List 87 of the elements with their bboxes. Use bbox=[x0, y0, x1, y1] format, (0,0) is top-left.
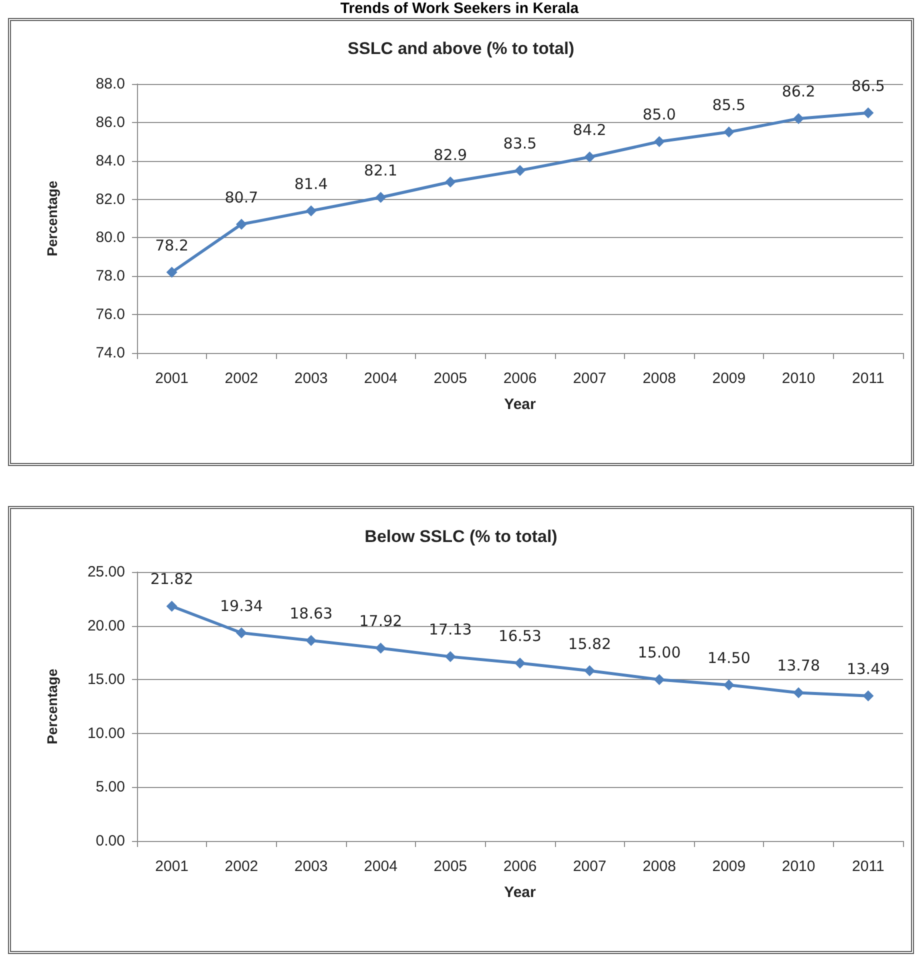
point bbox=[514, 164, 526, 176]
point bbox=[375, 642, 386, 654]
data-label: 81.4 bbox=[294, 174, 328, 193]
y-tick-label: 10.00 bbox=[87, 724, 125, 742]
data-label: 15.00 bbox=[638, 644, 681, 662]
data-label: 84.2 bbox=[572, 121, 606, 140]
point bbox=[862, 690, 874, 702]
data-label: 17.92 bbox=[359, 612, 402, 630]
data-label: 16.53 bbox=[498, 627, 542, 646]
y-tick-label: 25.00 bbox=[87, 564, 125, 580]
x-tick-label: 2004 bbox=[364, 370, 398, 387]
y-tick-label: 76.0 bbox=[96, 306, 125, 324]
x-tick-label: 2001 bbox=[155, 858, 189, 875]
point bbox=[862, 107, 874, 118]
y-tick-label: 86.0 bbox=[96, 114, 125, 131]
point bbox=[654, 674, 665, 686]
x-tick-label: 2006 bbox=[503, 858, 537, 875]
x-tick-label: 2005 bbox=[434, 858, 468, 875]
y-tick-label: 88.0 bbox=[96, 76, 125, 92]
point bbox=[723, 679, 734, 690]
x-tick-label: 2009 bbox=[712, 370, 746, 387]
data-label: 85.0 bbox=[642, 106, 676, 124]
data-label: 17.13 bbox=[428, 620, 472, 639]
point bbox=[584, 665, 596, 676]
point bbox=[654, 136, 665, 148]
x-tick-label: 2011 bbox=[852, 858, 884, 875]
y-tick-label: 78.0 bbox=[96, 268, 125, 285]
x-tick-label: 2002 bbox=[224, 370, 258, 387]
x-tick-label: 2011 bbox=[852, 370, 884, 387]
x-tick-label: 2006 bbox=[503, 370, 537, 387]
x-tick-label: 2007 bbox=[572, 858, 606, 875]
data-label: 19.34 bbox=[220, 596, 263, 615]
point bbox=[723, 126, 734, 138]
x-tick-label: 2010 bbox=[782, 858, 816, 875]
data-label: 80.7 bbox=[224, 188, 258, 206]
x-tick-label: 2004 bbox=[364, 858, 398, 875]
point bbox=[306, 205, 317, 216]
y-tick-label: 0.00 bbox=[96, 832, 125, 850]
x-tick-label: 2007 bbox=[572, 370, 606, 387]
y-tick-label: 20.00 bbox=[87, 617, 125, 634]
point bbox=[584, 152, 596, 163]
point bbox=[236, 627, 247, 638]
point bbox=[444, 176, 456, 188]
point bbox=[444, 651, 456, 662]
y-tick-label: 80.0 bbox=[96, 229, 125, 246]
point bbox=[793, 113, 804, 124]
point bbox=[306, 635, 317, 646]
y-tick-label: 5.00 bbox=[96, 778, 125, 796]
point bbox=[514, 658, 526, 669]
x-tick-label: 2005 bbox=[434, 370, 468, 387]
x-axis-title: Year bbox=[504, 396, 536, 413]
x-tick-label: 2008 bbox=[642, 858, 676, 875]
x-tick-label: 2009 bbox=[712, 858, 746, 875]
data-label: 86.2 bbox=[782, 82, 816, 101]
data-label: 14.50 bbox=[707, 648, 750, 667]
chart-title: Below SSLC (% to total) bbox=[364, 527, 558, 546]
y-tick-label: 84.0 bbox=[96, 152, 125, 170]
point bbox=[375, 192, 386, 203]
data-label: 78.2 bbox=[155, 236, 189, 254]
point bbox=[236, 218, 247, 230]
x-tick-label: 2002 bbox=[224, 858, 258, 875]
point bbox=[793, 687, 804, 698]
point bbox=[166, 266, 178, 278]
text: Trends of Work Seekers in Kerala bbox=[339, 0, 580, 17]
data-label: 86.5 bbox=[851, 76, 885, 95]
data-label: 13.49 bbox=[846, 660, 890, 678]
chart-title: SSLC and above (% to total) bbox=[348, 39, 574, 58]
data-label: 82.1 bbox=[364, 161, 398, 180]
x-tick-label: 2003 bbox=[294, 370, 328, 387]
data-label: 15.82 bbox=[568, 634, 612, 653]
data-label: 18.63 bbox=[290, 604, 333, 623]
x-axis-title: Year bbox=[504, 884, 536, 901]
y-axis-title: Percentage bbox=[44, 180, 60, 256]
data-label: 82.9 bbox=[434, 146, 468, 164]
y-axis-title: Percentage bbox=[44, 668, 60, 744]
y-tick-label: 15.00 bbox=[87, 671, 125, 688]
data-label: 85.5 bbox=[712, 96, 746, 114]
x-tick-label: 2001 bbox=[155, 370, 189, 387]
y-tick-label: 82.0 bbox=[96, 190, 125, 208]
x-tick-label: 2003 bbox=[294, 858, 328, 875]
x-tick-label: 2010 bbox=[782, 370, 816, 387]
data-label: 13.78 bbox=[777, 656, 820, 675]
data-label: 21.82 bbox=[150, 570, 194, 588]
x-tick-label: 2008 bbox=[642, 370, 676, 387]
point bbox=[166, 600, 178, 612]
y-tick-label: 74.0 bbox=[96, 344, 125, 362]
data-label: 83.5 bbox=[503, 134, 537, 152]
